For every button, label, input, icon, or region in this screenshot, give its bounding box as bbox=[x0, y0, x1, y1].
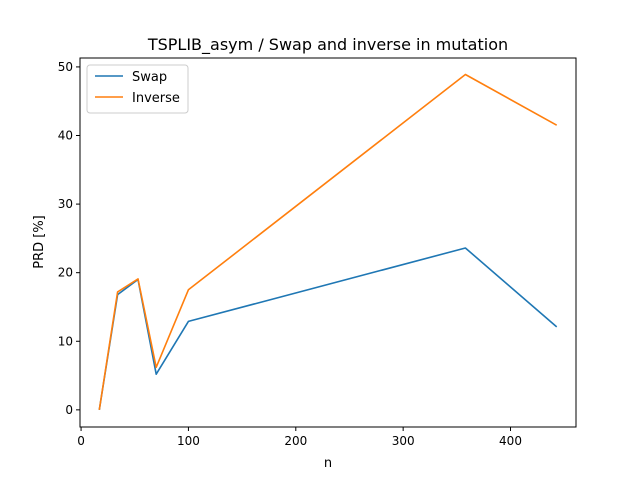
y-axis-ticks: 0 10 20 30 40 50 bbox=[58, 60, 80, 417]
chart-title: TSPLIB_asym / Swap and inverse in mutati… bbox=[147, 35, 508, 55]
legend-label-swap: Swap bbox=[132, 70, 167, 85]
x-tick-label: 100 bbox=[177, 434, 200, 448]
legend: Swap Inverse bbox=[86, 64, 189, 114]
y-tick-label: 50 bbox=[58, 60, 73, 74]
legend-box bbox=[86, 64, 189, 114]
y-axis-label: PRD [%] bbox=[32, 215, 47, 269]
y-tick-label: 0 bbox=[65, 403, 73, 417]
x-tick-label: 0 bbox=[77, 434, 85, 448]
x-axis-label: n bbox=[324, 456, 332, 471]
y-tick-label: 30 bbox=[58, 197, 73, 211]
y-tick-label: 20 bbox=[58, 266, 73, 280]
x-axis-ticks: 0 100 200 300 400 bbox=[77, 427, 522, 448]
y-tick-label: 10 bbox=[58, 334, 73, 348]
x-tick-label: 400 bbox=[499, 434, 522, 448]
plot-frame bbox=[79, 57, 577, 428]
x-tick-label: 200 bbox=[284, 434, 307, 448]
legend-label-inverse: Inverse bbox=[132, 91, 180, 106]
plot-lines bbox=[98, 73, 558, 411]
x-tick-label: 300 bbox=[392, 434, 415, 448]
series-line-inverse bbox=[98, 73, 558, 411]
y-tick-label: 40 bbox=[58, 129, 73, 143]
